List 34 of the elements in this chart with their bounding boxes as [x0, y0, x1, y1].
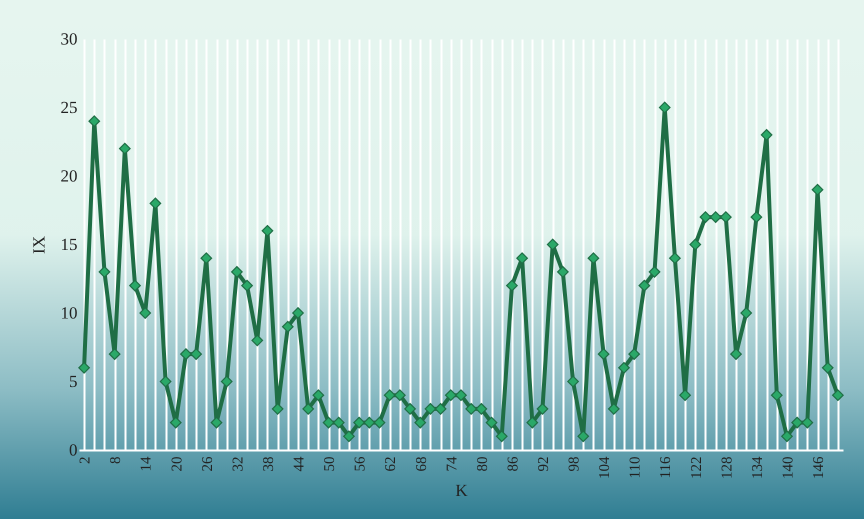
- y-tick-label: 25: [60, 98, 78, 117]
- x-tick-label: 56: [352, 456, 369, 472]
- x-tick-label: 62: [383, 456, 400, 472]
- x-tick-label: 14: [138, 456, 155, 472]
- x-tick-label: 74: [444, 456, 460, 472]
- x-tick-label: 122: [688, 456, 705, 479]
- x-tick-label: 92: [536, 456, 552, 472]
- y-axis-title: IX: [30, 236, 48, 254]
- x-tick-label: 32: [230, 456, 246, 472]
- x-tick-label: 80: [474, 456, 491, 472]
- x-axis-title: K: [455, 481, 468, 500]
- y-tick-label: 10: [60, 304, 78, 322]
- x-tick-label: 110: [628, 456, 644, 478]
- x-tick-label: 8: [108, 456, 124, 464]
- x-tick-label: 38: [260, 456, 277, 472]
- x-tick-label: 50: [322, 456, 338, 472]
- x-tick-label: 68: [414, 456, 430, 472]
- y-tick-label: 20: [60, 166, 78, 186]
- x-tick-label: 20: [169, 456, 186, 472]
- x-tick-label: 2: [78, 456, 94, 464]
- x-tick-label: 98: [566, 456, 583, 472]
- x-tick-label: 104: [597, 456, 614, 479]
- y-tick-label: 30: [60, 30, 78, 48]
- x-tick-label: 128: [719, 456, 736, 479]
- y-tick-label: 5: [69, 372, 78, 391]
- x-tick-label: 86: [505, 456, 522, 472]
- x-tick-label: 146: [811, 456, 828, 479]
- x-tick-label: 116: [658, 456, 674, 478]
- x-tick-label: 140: [780, 456, 796, 479]
- y-tick-label: 0: [69, 440, 78, 460]
- x-tick-label: 44: [292, 456, 308, 472]
- y-tick-label: 15: [60, 235, 78, 254]
- x-tick-label: 26: [200, 456, 216, 472]
- x-tick-label: 134: [750, 456, 766, 479]
